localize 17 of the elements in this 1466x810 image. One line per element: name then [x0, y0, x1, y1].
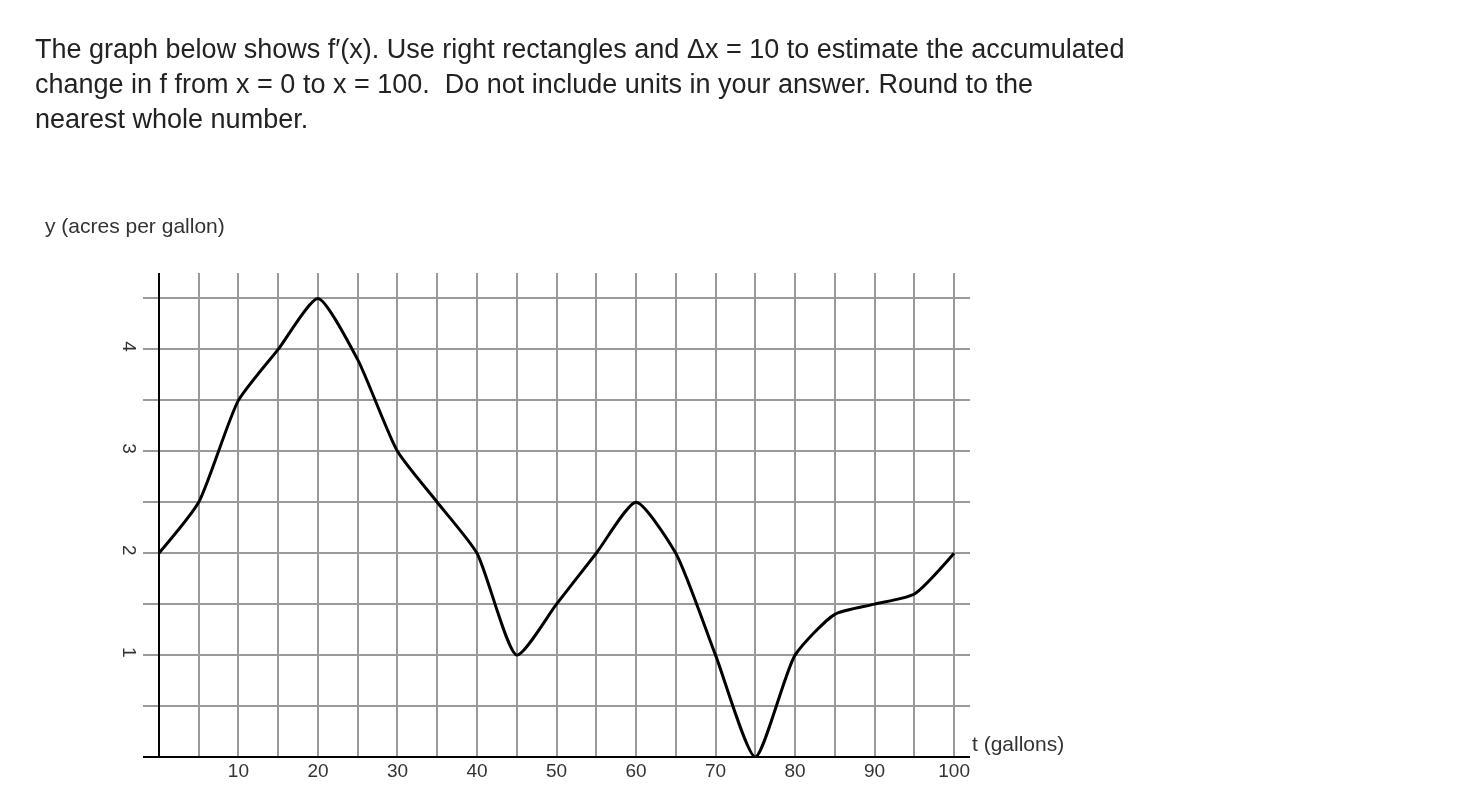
- x-tick-label: 80: [784, 760, 806, 781]
- y-tick-label: 3: [119, 443, 140, 454]
- x-tick-label: 70: [704, 760, 727, 781]
- x-tick-label: 20: [307, 760, 329, 781]
- y-tick-label: 4: [119, 341, 140, 353]
- x-tick-label: 30: [386, 760, 409, 781]
- x-tick-label: 40: [466, 760, 488, 781]
- y-tick-label: 1: [119, 646, 140, 658]
- x-tick-label: 90: [864, 760, 886, 781]
- chart-title: The graph below shows f′(x). Use right rectangles and Δx = 10 to estimate the accumulated change in f from x = 0 to x = 100. Do not include units in your answer. Round to the nearest whole number.: [35, 34, 1125, 135]
- x-tick-label: 60: [625, 760, 647, 781]
- x-tick-label: 10: [227, 760, 249, 781]
- y-axis-title: y (acres per gallon): [45, 214, 225, 237]
- y-tick-label: 2: [119, 545, 140, 556]
- x-tick-label: 50: [545, 760, 568, 781]
- x-tick-label: 100: [938, 760, 970, 781]
- x-axis-title: t (gallons): [972, 732, 1065, 755]
